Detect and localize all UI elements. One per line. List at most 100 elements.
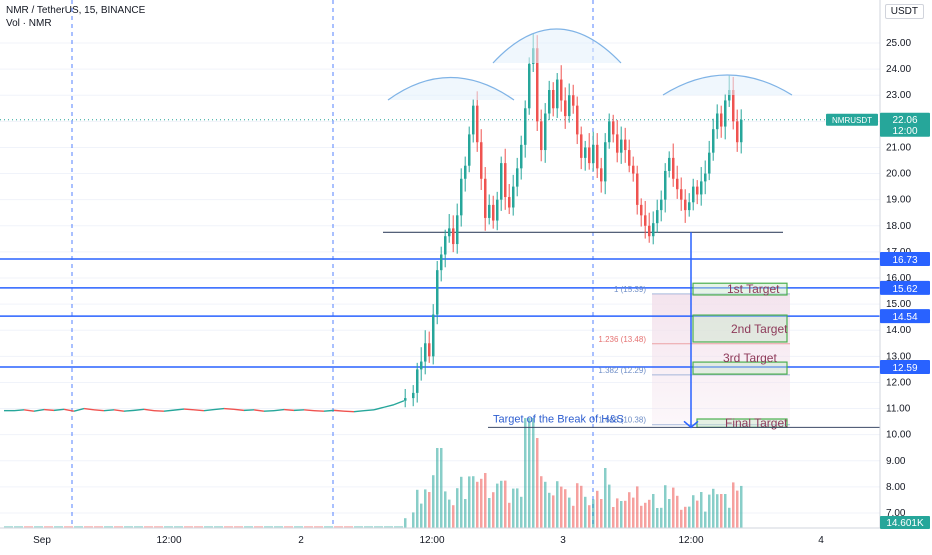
target-label[interactable]: Final Target <box>725 416 788 430</box>
time-tick-label: 4 <box>818 535 824 546</box>
volume-bar <box>224 526 233 528</box>
right-shoulder-arc[interactable] <box>662 74 793 96</box>
volume-bar <box>384 526 393 528</box>
price-tick-label: 19.00 <box>886 195 911 206</box>
level-badge-label: 16.73 <box>892 255 917 266</box>
volume-bar <box>524 418 527 528</box>
volume-bar <box>194 526 203 528</box>
price-segment <box>383 403 395 408</box>
candle-body <box>636 173 639 205</box>
volume-bar <box>548 492 551 528</box>
candle-body <box>688 202 691 211</box>
target-box[interactable] <box>692 282 788 296</box>
volume-bar <box>720 494 723 528</box>
target-boxes[interactable]: 1st Target 2nd Target 3rd Target Final Targ… <box>692 282 788 430</box>
volume-bar <box>492 492 495 528</box>
break-target-arrow[interactable]: Target of the Break of H&S <box>488 232 880 429</box>
price-segment <box>153 409 165 412</box>
candle-body <box>424 343 427 362</box>
candle-body <box>456 215 459 245</box>
volume-bar <box>324 526 333 528</box>
volume-bar <box>564 489 567 528</box>
volume-bar <box>468 476 471 528</box>
candle-body <box>528 63 531 109</box>
volume-bar <box>736 490 739 528</box>
head-and-shoulders-arcs[interactable] <box>387 28 793 101</box>
time-tick-label: 2 <box>298 535 304 546</box>
target-box[interactable] <box>692 314 788 343</box>
volume-bar <box>436 448 439 528</box>
volume-bar <box>452 505 455 528</box>
volume-bar <box>664 485 667 528</box>
left-shoulder-arc[interactable] <box>387 77 515 101</box>
symbol-title[interactable]: NMR / TetherUS, 15, BINANCE <box>6 5 146 16</box>
volume-bar <box>520 496 523 528</box>
break-arrow-head[interactable] <box>683 420 699 429</box>
candle-body <box>436 270 439 315</box>
current-price-badge <box>880 112 930 137</box>
symbol-badge <box>826 113 878 126</box>
volume-bar <box>480 478 483 528</box>
volume-bar <box>428 492 431 528</box>
level-badge <box>880 280 930 295</box>
candle-body <box>500 163 503 200</box>
target-box[interactable] <box>692 361 788 375</box>
volume-indicator-label[interactable]: Vol · NMR <box>6 18 52 29</box>
volume-bar <box>344 526 353 528</box>
volume-bar <box>464 499 467 528</box>
volume-bar <box>244 526 253 528</box>
volume-bar <box>648 499 651 528</box>
candle-body <box>536 48 539 122</box>
volume-bar <box>264 526 273 528</box>
price-segment <box>113 409 125 412</box>
candle-body <box>648 225 651 237</box>
time-axis[interactable]: Sep 12:00 2 12:00 3 12:00 4 <box>0 527 880 546</box>
head-arc[interactable] <box>492 28 622 64</box>
price-tick-label: 10.00 <box>886 430 911 441</box>
volume-bar <box>708 494 711 528</box>
currency-unit[interactable]: USDT <box>884 4 924 19</box>
volume-bar <box>696 500 699 528</box>
price-segment <box>123 409 135 412</box>
price-segment <box>63 408 75 412</box>
price-segment <box>83 407 95 411</box>
candle-body <box>604 142 607 182</box>
level-badge <box>880 309 930 324</box>
volume-bar <box>560 486 563 528</box>
target-label[interactable]: 2nd Target <box>731 322 788 336</box>
volume-bar <box>24 526 33 528</box>
candle-body <box>728 90 731 101</box>
price-segment <box>203 408 215 412</box>
volume-bar <box>472 476 475 528</box>
volume-bar <box>424 489 427 528</box>
volume-bar <box>724 494 727 528</box>
price-segment <box>23 409 35 412</box>
volume-bar <box>712 488 715 528</box>
candle-body <box>496 199 499 221</box>
candle-body <box>588 147 591 164</box>
candle-body <box>616 134 619 153</box>
level-badge-label: 14.54 <box>892 312 917 323</box>
volume-bar <box>460 476 463 528</box>
volume-bar <box>556 481 559 528</box>
candle-body <box>428 343 431 357</box>
break-annotation[interactable]: Target of the Break of H&S <box>493 413 624 425</box>
volume-bar <box>516 488 519 528</box>
volume-bar <box>394 526 403 528</box>
candle-body <box>480 142 483 179</box>
volume-bar <box>314 526 323 528</box>
volume-bar <box>632 497 635 528</box>
volume-bar <box>512 488 515 528</box>
volume-bar <box>204 526 213 528</box>
target-label[interactable]: 1st Target <box>727 282 780 296</box>
volume-bar <box>676 495 679 528</box>
volume-bar <box>572 505 575 528</box>
volume-bar <box>568 497 571 528</box>
price-segment <box>33 408 45 412</box>
price-tick-label: 20.00 <box>886 169 911 180</box>
price-segment <box>43 408 55 412</box>
target-label[interactable]: 3rd Target <box>723 351 777 365</box>
volume-bar <box>234 526 243 528</box>
